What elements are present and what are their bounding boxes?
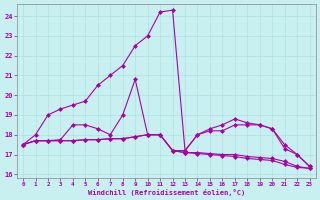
X-axis label: Windchill (Refroidissement éolien,°C): Windchill (Refroidissement éolien,°C) xyxy=(88,189,245,196)
